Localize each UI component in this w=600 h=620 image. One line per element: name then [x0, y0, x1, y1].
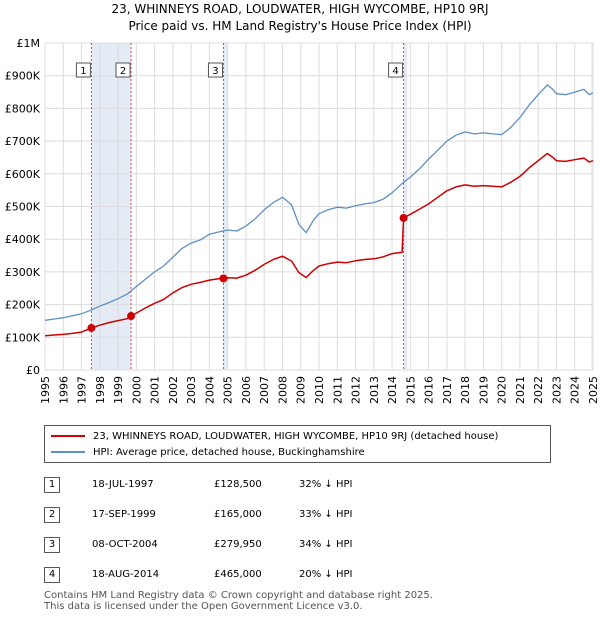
- y-tick-label: £300K: [5, 266, 41, 279]
- sale-number: 3: [44, 537, 60, 553]
- x-tick-label: 2006: [240, 376, 253, 404]
- grid-layer: [44, 42, 594, 371]
- y-tick-label: £700K: [5, 135, 41, 148]
- sale-row: 3 08-OCT-2004 £279,950 34% ↓ HPI: [44, 537, 404, 555]
- y-tick-label: £600K: [5, 168, 41, 181]
- footer-line-1: Contains HM Land Registry data © Crown c…: [44, 590, 433, 601]
- sale-date: 18-AUG-2014: [92, 569, 160, 580]
- x-tick-label: 2021: [514, 376, 527, 404]
- sale-number: 4: [44, 567, 60, 583]
- x-tick-label: 2011: [331, 376, 344, 404]
- y-tick-label: £500K: [5, 201, 41, 214]
- legend-swatch-hpi: [51, 451, 85, 453]
- sale-number-label: 1: [80, 66, 86, 77]
- y-tick-label: £400K: [5, 233, 41, 246]
- sale-point: [219, 274, 228, 283]
- x-tick-label: 2005: [222, 376, 235, 404]
- sale-row: 4 18-AUG-2014 £465,000 20% ↓ HPI: [44, 567, 404, 585]
- x-tick-label: 2018: [459, 376, 472, 404]
- sale-hpi-diff: 33% ↓ HPI: [299, 509, 353, 520]
- sale-date: 17-SEP-1999: [92, 509, 156, 520]
- y-tick-label: £100K: [5, 331, 41, 344]
- legend-label-hpi: HPI: Average price, detached house, Buck…: [93, 446, 365, 458]
- x-tick-label: 2020: [496, 376, 509, 404]
- sale-hpi-diff: 34% ↓ HPI: [299, 539, 353, 550]
- x-tick-label: 2002: [167, 376, 180, 404]
- sale-number-label: 4: [392, 66, 398, 77]
- legend-swatch-property: [51, 435, 85, 437]
- x-tick-label: 2022: [532, 376, 545, 404]
- y-tick-label: £200K: [5, 299, 41, 312]
- x-tick-label: 2019: [477, 376, 490, 404]
- x-tick-label: 2016: [423, 376, 436, 404]
- x-tick-label: 2014: [386, 376, 399, 404]
- hpi-line: [44, 84, 594, 321]
- y-tick-label: £800K: [5, 102, 41, 115]
- chart-title: 23, WHINNEYS ROAD, LOUDWATER, HIGH WYCOM…: [111, 2, 489, 16]
- property-price-line: [44, 152, 594, 337]
- x-tick-label: 1998: [94, 376, 107, 404]
- sale-date: 18-JUL-1997: [92, 479, 154, 490]
- sale-point: [87, 323, 96, 332]
- sale-price: £279,950: [214, 539, 262, 550]
- x-tick-label: 2009: [295, 376, 308, 404]
- x-tick-label: 1997: [76, 376, 89, 404]
- sale-number-labels: 1 2 3 4: [75, 62, 404, 78]
- sale-points: [87, 213, 408, 332]
- x-tick-label: 2003: [185, 376, 198, 404]
- y-tick-label: £0: [26, 364, 40, 377]
- sale-number: 1: [44, 477, 60, 493]
- x-tick-label: 2000: [130, 376, 143, 404]
- x-tick-label: 2001: [149, 376, 162, 404]
- y-tick-label: £900K: [5, 70, 41, 83]
- legend: 23, WHINNEYS ROAD, LOUDWATER, HIGH WYCOM…: [44, 425, 551, 463]
- sale-price: £165,000: [214, 509, 262, 520]
- x-tick-label: 2004: [203, 376, 216, 404]
- sale-number-label: 2: [120, 66, 126, 77]
- sale-price: £128,500: [214, 479, 262, 490]
- y-tick-label: £1M: [17, 37, 41, 50]
- legend-label-property: 23, WHINNEYS ROAD, LOUDWATER, HIGH WYCOM…: [93, 430, 499, 442]
- sale-date: 08-OCT-2004: [92, 539, 158, 550]
- sale-number-box: [207, 62, 223, 78]
- sale-number-box: [388, 62, 404, 78]
- footer-line-2: This data is licensed under the Open Gov…: [44, 601, 363, 612]
- x-tick-label: 1996: [57, 376, 70, 404]
- sale-number-label: 3: [212, 66, 218, 77]
- sale-number-box: [75, 62, 91, 78]
- sale-point: [399, 213, 408, 222]
- sale-price: £465,000: [214, 569, 262, 580]
- x-tick-label: 2025: [587, 376, 600, 404]
- sale-row: 1 18-JUL-1997 £128,500 32% ↓ HPI: [44, 477, 404, 495]
- price-chart: 1 2 3 4 £0 £100K £200K £300K £400K £500K £600K £70…: [5, 37, 600, 404]
- x-tick-label: 2007: [258, 376, 271, 404]
- footer: Contains HM Land Registry data © Crown c…: [44, 590, 433, 612]
- x-tick-label: 2013: [368, 376, 381, 404]
- legend-item-hpi: HPI: Average price, detached house, Buck…: [51, 445, 365, 459]
- x-tick-label: 2015: [404, 376, 417, 404]
- x-tick-label: 2024: [569, 376, 582, 404]
- sale-number: 2: [44, 507, 60, 523]
- x-tick-label: 1999: [112, 376, 125, 404]
- x-tick-label: 1995: [39, 376, 52, 404]
- chart-subtitle: Price paid vs. HM Land Registry's House …: [128, 19, 472, 33]
- x-tick-label: 2008: [276, 376, 289, 404]
- sale-number-box: [115, 62, 131, 78]
- legend-item-property: 23, WHINNEYS ROAD, LOUDWATER, HIGH WYCOM…: [51, 429, 498, 443]
- x-tick-label: 2012: [350, 376, 363, 404]
- x-tick-label: 2010: [313, 376, 326, 404]
- x-tick-label: 2017: [441, 376, 454, 404]
- sale-hpi-diff: 32% ↓ HPI: [299, 479, 353, 490]
- x-tick-label: 2023: [550, 376, 563, 404]
- sale-point: [127, 312, 136, 321]
- sale-hpi-diff: 20% ↓ HPI: [299, 569, 353, 580]
- axis-labels: £0 £100K £200K £300K £400K £500K £600K £700K £80…: [5, 37, 600, 404]
- series-layer: [44, 84, 594, 337]
- sale-row: 2 17-SEP-1999 £165,000 33% ↓ HPI: [44, 507, 404, 525]
